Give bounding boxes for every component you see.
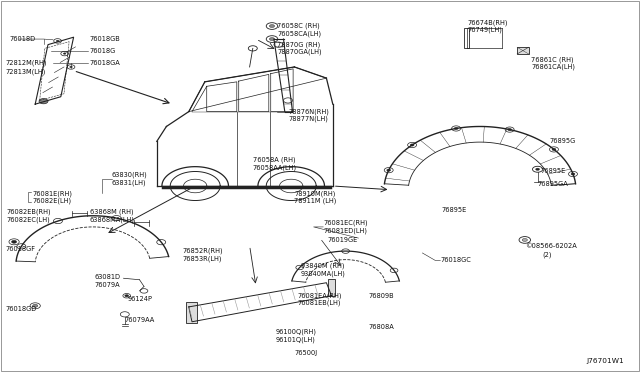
Text: 93840M (RH): 93840M (RH): [301, 263, 344, 269]
Text: 76058C (RH): 76058C (RH): [277, 23, 320, 29]
Text: 76018GA: 76018GA: [90, 60, 120, 66]
Circle shape: [39, 99, 48, 104]
Text: 72813M(LH): 72813M(LH): [5, 68, 45, 75]
Text: 76082E(LH): 76082E(LH): [32, 198, 71, 204]
Circle shape: [410, 144, 414, 146]
Text: 76018GD: 76018GD: [5, 306, 36, 312]
Text: 96101Q(LH): 96101Q(LH): [275, 336, 315, 343]
Text: 93840MA(LH): 93840MA(LH): [301, 270, 346, 277]
Circle shape: [522, 238, 527, 241]
Text: 76861C (RH): 76861C (RH): [531, 56, 574, 63]
Text: ©08566-6202A: ©08566-6202A: [525, 243, 577, 248]
Text: 76019GE: 76019GE: [328, 237, 358, 243]
Text: 78877N(LH): 78877N(LH): [288, 116, 328, 122]
Circle shape: [269, 38, 275, 41]
Text: 76853R(LH): 76853R(LH): [182, 255, 222, 262]
Circle shape: [387, 169, 390, 171]
Circle shape: [269, 25, 275, 28]
Text: 76079AA: 76079AA: [125, 317, 155, 323]
Text: 76674B(RH): 76674B(RH): [467, 19, 508, 26]
Text: 76895G: 76895G: [549, 138, 575, 144]
Text: 78870G (RH): 78870G (RH): [277, 41, 321, 48]
Text: 76018GF: 76018GF: [5, 246, 35, 252]
Text: 76082EB(RH): 76082EB(RH): [6, 209, 51, 215]
Text: 63830(RH): 63830(RH): [112, 171, 148, 178]
Text: 76079A: 76079A: [95, 282, 120, 288]
Text: 96100Q(RH): 96100Q(RH): [275, 328, 316, 335]
Circle shape: [125, 295, 129, 297]
Text: 78911M (LH): 78911M (LH): [294, 198, 337, 204]
Text: 76058AA(LH): 76058AA(LH): [253, 164, 297, 171]
Bar: [186, 302, 197, 323]
Text: J76701W1: J76701W1: [586, 358, 624, 364]
Circle shape: [12, 240, 17, 243]
Text: 76081ED(LH): 76081ED(LH): [323, 227, 367, 234]
Text: 76018GC: 76018GC: [440, 257, 471, 263]
Text: (2): (2): [543, 251, 552, 258]
Text: 76808A: 76808A: [368, 324, 394, 330]
Text: 78910M(RH): 78910M(RH): [294, 190, 336, 197]
Text: 63868M (RH): 63868M (RH): [90, 209, 133, 215]
Text: 96124P: 96124P: [128, 296, 153, 302]
Text: 76081E(RH): 76081E(RH): [32, 190, 72, 197]
Circle shape: [536, 168, 540, 170]
Text: 63831(LH): 63831(LH): [112, 179, 147, 186]
Text: 72812M(RH): 72812M(RH): [5, 60, 47, 67]
Text: 76852R(RH): 76852R(RH): [182, 248, 223, 254]
Circle shape: [571, 173, 575, 175]
Text: 78870GA(LH): 78870GA(LH): [277, 49, 322, 55]
Text: 76895GA: 76895GA: [538, 181, 568, 187]
Circle shape: [508, 128, 511, 131]
Text: 76081EB(LH): 76081EB(LH): [298, 300, 341, 307]
Text: 76809B: 76809B: [368, 293, 394, 299]
Bar: [517, 47, 529, 54]
Circle shape: [63, 53, 66, 54]
Text: 76082EC(LH): 76082EC(LH): [6, 216, 50, 223]
Bar: [328, 279, 335, 296]
Text: 76018D: 76018D: [10, 36, 36, 42]
Text: 76018G: 76018G: [90, 48, 116, 54]
Text: 76081EC(RH): 76081EC(RH): [323, 220, 368, 227]
Circle shape: [56, 40, 59, 42]
Text: 76081EA(RH): 76081EA(RH): [298, 292, 342, 299]
Circle shape: [552, 148, 556, 151]
Text: 76895E: 76895E: [442, 207, 467, 213]
Bar: [464, 28, 469, 48]
Circle shape: [70, 66, 72, 68]
Text: 63868MA(LH): 63868MA(LH): [90, 216, 134, 223]
Text: 63081D: 63081D: [95, 274, 121, 280]
Circle shape: [33, 304, 38, 307]
Text: 76861CA(LH): 76861CA(LH): [531, 64, 575, 70]
Text: 76058A (RH): 76058A (RH): [253, 157, 296, 163]
Text: 76749(LH): 76749(LH): [467, 26, 502, 33]
Text: 76058CA(LH): 76058CA(LH): [277, 30, 321, 37]
Text: 76500J: 76500J: [294, 350, 317, 356]
Text: 76895E: 76895E: [541, 168, 566, 174]
Text: 76018GB: 76018GB: [90, 36, 120, 42]
Circle shape: [454, 127, 458, 129]
Text: 78876N(RH): 78876N(RH): [288, 108, 329, 115]
